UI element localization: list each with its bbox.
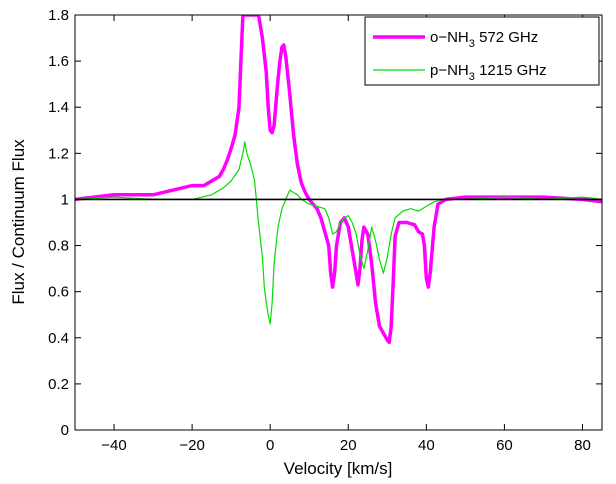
y-tick-label: 1.2 (48, 145, 69, 162)
series-line-o-nh3 (75, 15, 602, 345)
x-tick-label: 40 (418, 437, 435, 454)
y-tick-label: 1.6 (48, 53, 69, 70)
legend-label-o-nh3: o−NH3 572 GHz (430, 29, 538, 50)
y-tick-label: 1.8 (48, 7, 69, 24)
y-tick-label: 1.4 (48, 99, 69, 116)
x-tick-label: 60 (496, 437, 513, 454)
y-tick-label: 0 (61, 422, 69, 439)
x-tick-label: −20 (179, 437, 204, 454)
y-tick-label: 1 (61, 191, 69, 208)
series-layer (75, 15, 602, 345)
x-axis-title: Velocity [km/s] (284, 459, 393, 478)
x-tick-label: −40 (101, 437, 126, 454)
y-tick-label: 0.4 (48, 330, 69, 347)
x-tick-label: 20 (340, 437, 357, 454)
plot-frame (74, 14, 603, 431)
legend-label-p-nh3: p−NH3 1215 GHz (430, 62, 547, 83)
x-tick-label: 0 (266, 437, 274, 454)
series-line-p-nh3 (75, 141, 602, 325)
ticks-layer: −40 −20 0 20 40 60 80 0 0.2 0.4 0.6 0.8 1 1.2 1.4 1.6 1.… (48, 7, 602, 454)
x-tick-label: 80 (574, 437, 591, 454)
legend: o−NH3 572 GHz p−NH3 1215 GHz (364, 16, 600, 86)
y-tick-label: 0.8 (48, 238, 69, 255)
legend-box (364, 16, 600, 86)
y-tick-label: 0.2 (48, 376, 69, 393)
y-tick-label: 0.6 (48, 284, 69, 301)
y-axis-title: Flux / Continuum Flux (9, 139, 28, 305)
